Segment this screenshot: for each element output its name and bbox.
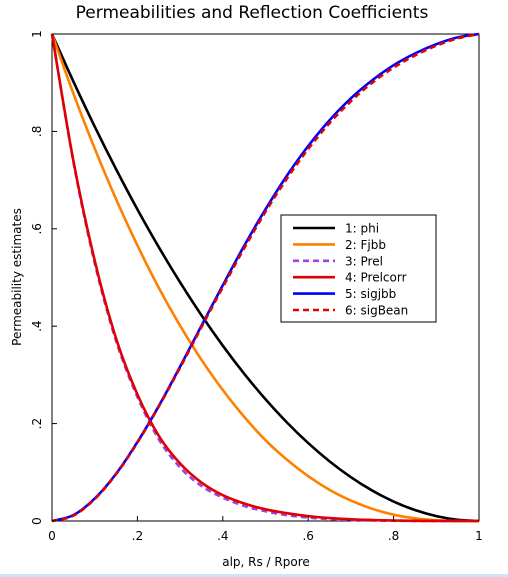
- series-line-1: [50, 33, 480, 523]
- chart-title: Permeabilities and Reflection Coefficien…: [76, 3, 429, 23]
- legend-entry: 6: sigBean: [345, 304, 408, 318]
- legend-entry: 1: phi: [345, 222, 379, 236]
- y-tick-label: .4: [30, 320, 44, 331]
- y-tick-label: 1: [30, 30, 44, 38]
- window-bottom-edge: [0, 574, 508, 577]
- legend-box: [280, 214, 437, 323]
- x-tick-label: 0: [48, 529, 56, 543]
- y-axis-ticks: 0 .2 .4 .6 .8 1: [30, 30, 57, 525]
- y-tick-label: .6: [30, 223, 44, 234]
- x-tick-label: .2: [132, 529, 143, 543]
- x-axis-ticks: 0 .2 .4 .6 .8 1: [48, 516, 483, 543]
- plot-area: [51, 33, 480, 522]
- plot-border: [51, 33, 480, 522]
- legend-entry: 3: Prel: [345, 254, 383, 268]
- series-lines: [50, 32, 480, 523]
- y-axis-label: Permeability estimates: [10, 208, 24, 346]
- y-tick-label: .8: [30, 126, 44, 137]
- y-tick-label: .2: [30, 418, 44, 429]
- series-line-2: [50, 33, 480, 523]
- series-line-6: [51, 32, 480, 523]
- series-line-4: [50, 33, 480, 523]
- x-tick-label: .6: [302, 529, 313, 543]
- y-tick-label: 0: [30, 517, 44, 525]
- legend: 1: phi 2: Fjbb 3: Prel 4: Prelcorr 5: sigjbb…: [280, 214, 437, 323]
- x-tick-label: 1: [475, 529, 483, 543]
- x-axis-label: alp, Rs / Rpore: [222, 555, 310, 569]
- legend-entry: 4: Prelcorr: [345, 271, 407, 285]
- x-tick-label: .8: [388, 529, 399, 543]
- x-tick-label: .4: [217, 529, 228, 543]
- legend-entry: 2: Fjbb: [345, 238, 386, 252]
- legend-entry: 5: sigjbb: [345, 287, 396, 301]
